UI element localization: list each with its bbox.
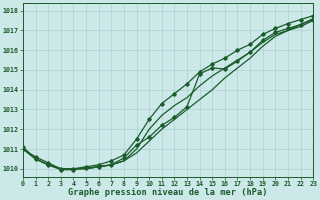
X-axis label: Graphe pression niveau de la mer (hPa): Graphe pression niveau de la mer (hPa): [68, 188, 268, 197]
